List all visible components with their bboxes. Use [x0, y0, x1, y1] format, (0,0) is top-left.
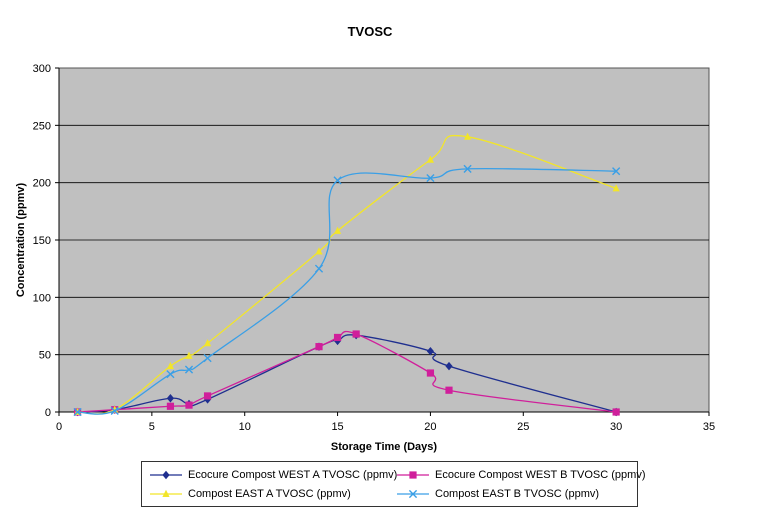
data-point	[314, 264, 324, 273]
data-point	[185, 351, 193, 359]
legend-item: Compost EAST B TVOSC (ppmv)	[395, 485, 599, 503]
series-line	[77, 134, 617, 415]
data-point	[166, 402, 175, 410]
data-point	[426, 369, 435, 377]
x-tick-label: 15	[331, 421, 343, 433]
x-tick-label: 0	[56, 421, 62, 433]
data-point	[333, 176, 342, 185]
grid-lines	[59, 124, 709, 356]
legend-marker	[162, 489, 170, 497]
data-point	[315, 247, 323, 255]
x-tick-label: 35	[703, 421, 715, 433]
data-point	[185, 401, 193, 409]
data-point	[352, 330, 360, 338]
legend-item: Ecocure Compost WEST A TVOSC (ppmv)	[148, 466, 397, 484]
legend-item: Compost EAST A TVOSC (ppmv)	[148, 485, 351, 503]
y-tick-label: 300	[33, 63, 51, 75]
data-point	[463, 132, 472, 140]
data-point	[612, 184, 620, 192]
data-point	[203, 339, 212, 347]
x-tick-label: 30	[610, 421, 622, 433]
data-point	[445, 386, 453, 394]
x-tick-label: 20	[424, 421, 436, 433]
data-point	[184, 365, 194, 374]
y-axis-label: Concentration (ppmv)	[15, 183, 27, 298]
data-point	[166, 394, 175, 403]
legend-swatch	[397, 471, 429, 479]
x-tick-label: 10	[239, 421, 251, 433]
data-point	[203, 354, 212, 363]
legend-label: Compost EAST A TVOSC (ppmv)	[188, 488, 351, 500]
legend-marker	[162, 470, 170, 480]
y-tick-label: 100	[33, 292, 51, 304]
y-tick-label: 50	[39, 350, 51, 362]
legend-swatch	[150, 470, 182, 480]
x-tick-label: 5	[149, 421, 155, 433]
legend-item: Ecocure Compost WEST B TVOSC (ppmv)	[395, 466, 645, 484]
data-point	[612, 408, 620, 416]
data-point	[426, 347, 435, 356]
series-line	[77, 167, 617, 415]
chart-title: TVOSC	[348, 24, 393, 39]
data-point	[166, 370, 175, 379]
data-point	[73, 407, 82, 417]
data-point	[203, 392, 212, 400]
data-point	[333, 333, 342, 342]
legend-marker	[408, 489, 418, 499]
x-axis-label: Storage Time (Days)	[331, 441, 438, 453]
data-point	[110, 406, 119, 415]
series-4	[73, 164, 621, 417]
data-point	[612, 167, 621, 176]
data-point	[315, 343, 323, 351]
axes: 0 50 100 150 200 250 300 0 5 10 15 20 25 30 35	[33, 63, 715, 433]
data-point	[463, 164, 472, 174]
y-tick-label: 150	[33, 235, 51, 247]
data-point	[426, 173, 435, 183]
x-tick-label: 25	[517, 421, 529, 433]
series-layer	[73, 132, 621, 417]
data-point	[445, 361, 453, 371]
y-tick-label: 250	[33, 120, 51, 132]
legend-swatch	[397, 489, 429, 499]
legend-label: Compost EAST B TVOSC (ppmv)	[435, 488, 600, 500]
legend-marker	[409, 471, 417, 479]
legend-label: Ecocure Compost WEST B TVOSC (ppmv)	[435, 469, 646, 481]
data-point	[426, 155, 435, 163]
y-tick-label: 0	[45, 407, 51, 419]
y-tick-label: 200	[33, 178, 51, 190]
legend-label: Ecocure Compost WEST A TVOSC (ppmv)	[188, 469, 398, 481]
data-point	[333, 226, 342, 234]
legend: Ecocure Compost WEST A TVOSC (ppmv) Ecoc…	[141, 461, 645, 507]
legend-swatch	[150, 489, 182, 497]
data-point	[166, 361, 175, 370]
